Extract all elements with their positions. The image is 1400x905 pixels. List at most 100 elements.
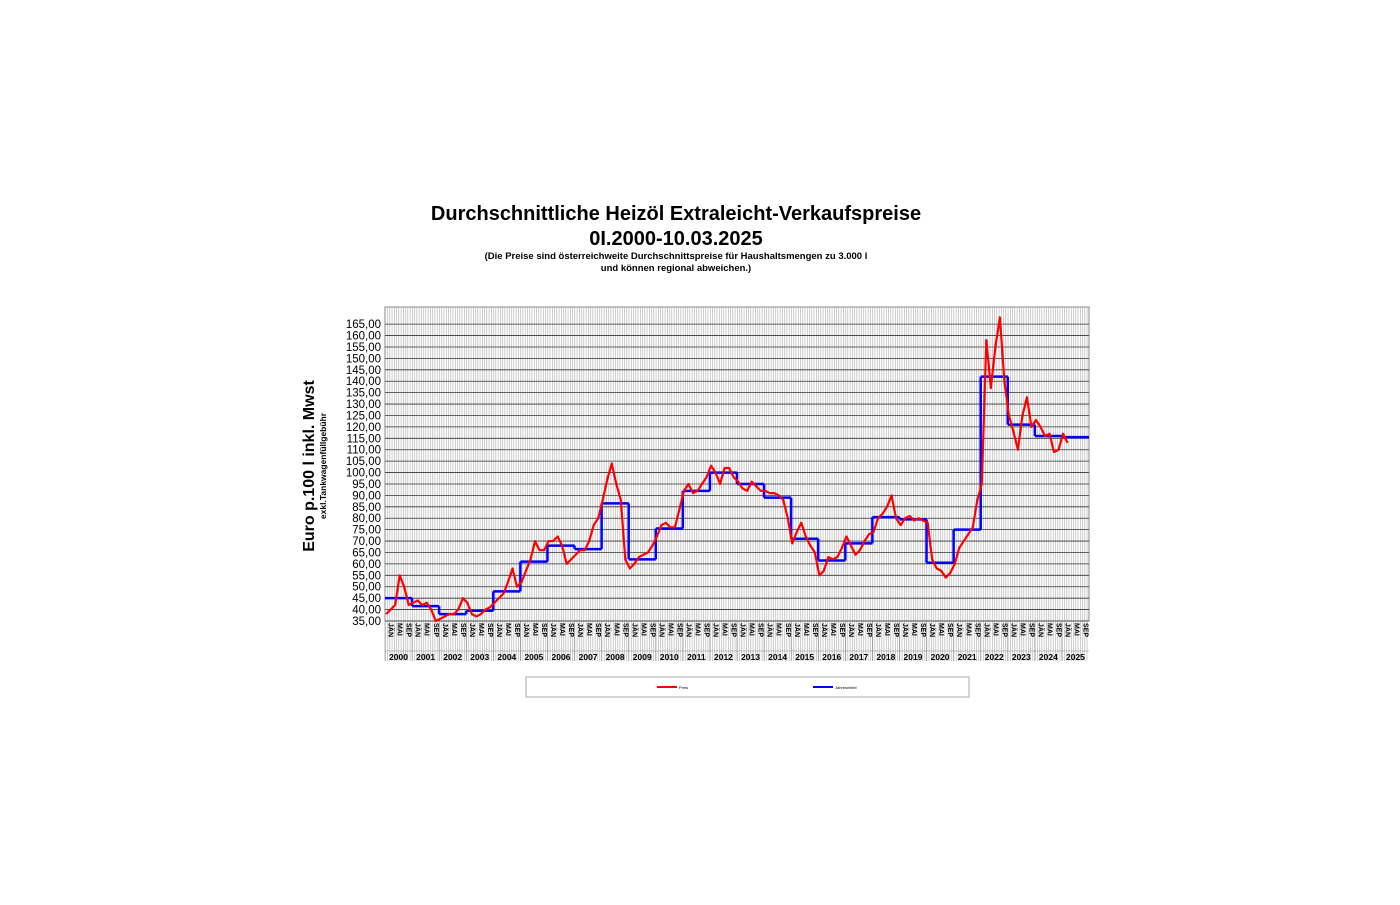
- x-year-label: 2021: [958, 652, 977, 662]
- x-month-label: JÄN: [576, 623, 584, 637]
- x-year-label: 2022: [985, 652, 1004, 662]
- x-month-label: SEP: [540, 623, 547, 637]
- x-month-label: MAI: [423, 623, 430, 636]
- x-month-label: JÄN: [387, 623, 395, 637]
- x-month-label: SEP: [838, 623, 845, 637]
- x-month-label: JÄN: [414, 623, 422, 637]
- x-month-label: JÄN: [549, 623, 557, 637]
- y-tick-label: 130,00: [346, 399, 381, 411]
- x-month-label: JÄN: [1064, 623, 1072, 637]
- x-year-label: 2002: [443, 652, 462, 662]
- x-month-label: MAI: [802, 623, 809, 636]
- x-month-label: MAI: [558, 623, 565, 636]
- x-year-label: 2013: [741, 652, 760, 662]
- y-tick-label: 125,00: [346, 410, 381, 422]
- y-axis-label: Euro p.100 l inkl. Mwst: [301, 380, 318, 552]
- x-month-label: JÄN: [495, 623, 503, 637]
- y-axis-sublabel: exkl.Tankwagenfüllgebühr: [318, 412, 328, 519]
- x-month-label: SEP: [1000, 623, 1007, 637]
- x-month-label: JÄN: [955, 623, 963, 637]
- x-month-label: JÄN: [928, 623, 936, 637]
- y-tick-label: 115,00: [347, 433, 381, 445]
- x-month-label: JÄN: [766, 623, 774, 637]
- x-year-label: 2017: [849, 652, 868, 662]
- x-month-label: MAI: [1046, 623, 1053, 636]
- x-year-label: 2001: [416, 652, 435, 662]
- x-month-label: MAI: [396, 623, 403, 636]
- x-month-label: SEP: [811, 623, 818, 637]
- x-month-label: MAI: [477, 623, 484, 636]
- y-tick-label: 165,00: [346, 319, 381, 331]
- note: und können regional abweichen.): [601, 263, 751, 274]
- x-year-label: 2003: [470, 652, 489, 662]
- x-month-label: SEP: [1082, 623, 1089, 637]
- x-month-label: SEP: [675, 623, 682, 637]
- y-tick-label: 80,00: [352, 513, 381, 525]
- x-month-label: SEP: [1055, 623, 1062, 637]
- y-tick-label: 135,00: [346, 388, 381, 400]
- x-month-label: SEP: [405, 623, 412, 637]
- x-month-label: MAI: [883, 623, 890, 636]
- x-year-label: 2009: [633, 652, 652, 662]
- x-month-label: SEP: [784, 623, 791, 637]
- x-year-label: 2008: [606, 652, 625, 662]
- x-month-label: JÄN: [793, 623, 801, 637]
- x-year-label: 2024: [1039, 652, 1058, 662]
- x-month-label: JÄN: [657, 623, 665, 637]
- x-month-label: JÄN: [820, 623, 828, 637]
- x-month-label: JÄN: [630, 623, 638, 637]
- y-tick-label: 45,00: [352, 593, 381, 605]
- y-tick-label: 55,00: [352, 570, 381, 582]
- x-month-label: SEP: [946, 623, 953, 637]
- y-tick-label: 140,00: [346, 376, 381, 388]
- x-month-label: JÄN: [468, 623, 476, 637]
- x-month-label: JÄN: [901, 623, 909, 637]
- y-tick-label: 60,00: [352, 559, 381, 571]
- y-tick-label: 85,00: [352, 502, 381, 514]
- x-month-label: MAI: [721, 623, 728, 636]
- y-tick-label: 50,00: [352, 582, 381, 594]
- x-month-label: JÄN: [441, 623, 449, 637]
- x-month-label: SEP: [892, 623, 899, 637]
- x-month-label: JÄN: [684, 623, 692, 637]
- x-month-label: MAI: [666, 623, 673, 636]
- x-month-label: SEP: [730, 623, 737, 637]
- x-month-label: SEP: [432, 623, 439, 637]
- y-tick-label: 160,00: [346, 331, 381, 343]
- x-month-label: SEP: [567, 623, 574, 637]
- x-month-label: JÄN: [982, 623, 990, 637]
- x-year-label: 2004: [497, 652, 516, 662]
- x-month-label: MAI: [991, 623, 998, 636]
- x-month-label: MAI: [775, 623, 782, 636]
- x-month-label: SEP: [486, 623, 493, 637]
- x-month-label: MAI: [829, 623, 836, 636]
- x-month-label: MAI: [748, 623, 755, 636]
- x-year-label: 2025: [1066, 652, 1085, 662]
- x-year-label: 2005: [524, 652, 543, 662]
- x-year-label: 2023: [1012, 652, 1031, 662]
- y-tick-label: 120,00: [346, 422, 381, 434]
- x-month-label: SEP: [513, 623, 520, 637]
- x-month-label: JÄN: [1009, 623, 1017, 637]
- x-month-label: MAI: [856, 623, 863, 636]
- y-tick-label: 35,00: [352, 616, 381, 628]
- note: (Die Preise sind österreichweite Durchsc…: [485, 251, 868, 262]
- x-month-label: SEP: [865, 623, 872, 637]
- x-month-label: JÄN: [603, 623, 611, 637]
- y-tick-label: 145,00: [346, 365, 381, 377]
- x-year-label: 2015: [795, 652, 814, 662]
- y-tick-label: 100,00: [346, 468, 381, 480]
- x-month-label: JÄN: [739, 623, 747, 637]
- x-year-label: 2018: [876, 652, 895, 662]
- x-month-label: JÄN: [874, 623, 882, 637]
- y-tick-label: 110,00: [347, 445, 381, 457]
- x-month-label: MAI: [450, 623, 457, 636]
- x-month-label: SEP: [919, 623, 926, 637]
- chart-title: Durchschnittliche Heizöl Extraleicht-Ver…: [431, 203, 921, 225]
- x-month-label: MAI: [694, 623, 701, 636]
- x-month-label: MAI: [585, 623, 592, 636]
- x-month-label: MAI: [504, 623, 511, 636]
- x-year-label: 2016: [822, 652, 841, 662]
- legend: [525, 676, 970, 698]
